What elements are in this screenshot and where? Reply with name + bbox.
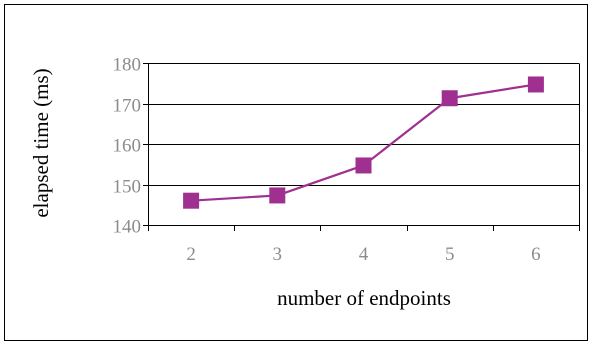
x-tick-label-3: 3	[273, 244, 283, 265]
data-point-3	[269, 187, 286, 204]
x-tick-label-2: 2	[186, 244, 196, 265]
y-tick-label-150: 150	[113, 177, 142, 198]
y-tick-label-140: 140	[113, 217, 142, 238]
x-tick-label-5: 5	[445, 244, 455, 265]
y-tick-label-170: 170	[113, 96, 142, 117]
axes	[143, 63, 580, 231]
data-point-5	[441, 90, 458, 107]
y-tick-label-180: 180	[113, 55, 142, 76]
grid-lines	[148, 63, 579, 186]
x-axis-title: number of endpoints	[277, 286, 451, 310]
data-point-6	[527, 76, 544, 93]
tick-labels: 140 150 160 170 180 2 3 4 5 6	[113, 55, 541, 266]
series-line-0	[191, 83, 537, 202]
series-elapsed-time	[183, 76, 544, 209]
data-point-4	[355, 157, 372, 174]
x-tick-label-6: 6	[531, 244, 541, 265]
data-point-2	[183, 192, 200, 209]
y-tick-label-160: 160	[113, 136, 142, 157]
x-tick-label-4: 4	[359, 244, 369, 265]
chart-frame	[4, 4, 588, 341]
y-axis-title: elapsed time (ms)	[29, 68, 53, 217]
